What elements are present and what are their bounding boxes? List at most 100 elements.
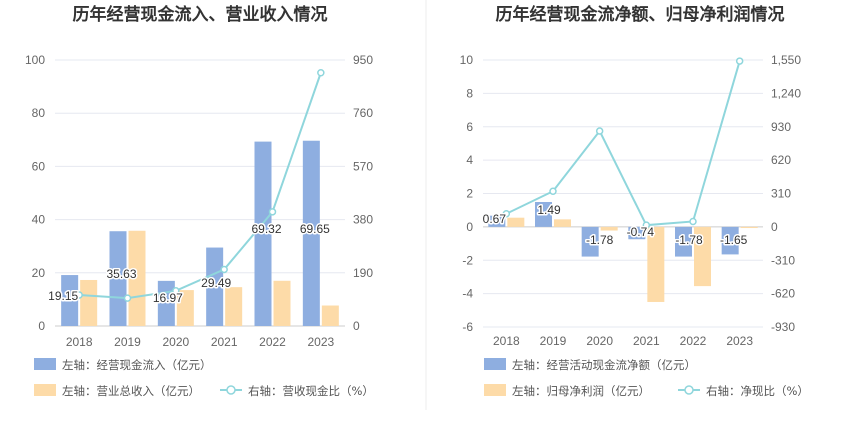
x-axis-tick-label: 2020: [586, 334, 613, 348]
left-axis-tick-label: 40: [32, 213, 46, 227]
x-axis-tick-label: 2020: [162, 335, 189, 349]
data-label: 69.32: [251, 222, 281, 236]
left-axis-tick-label: -2: [462, 253, 473, 267]
x-axis-tick-label: 2023: [726, 334, 753, 348]
chart-title: 历年经营现金流入、营业收入情况: [73, 4, 328, 25]
bar: [61, 275, 79, 326]
bar: [600, 226, 618, 231]
net-cashflow-profit-chart: 历年经营现金流净额、归母净利润情况 0.67 1.49 -1.78 -0.74 -1.7…: [460, 4, 809, 398]
right-axis-tick-label: 620: [771, 153, 791, 167]
left-axis-tick-label: 0: [38, 319, 45, 333]
left-axis-tick-label: -4: [462, 287, 473, 301]
bar: [273, 280, 291, 326]
bar: [254, 141, 272, 326]
legend-swatch: [484, 384, 506, 396]
left-axis-tick-label: 80: [32, 106, 46, 120]
bar: [721, 226, 739, 255]
line-point: [689, 217, 697, 226]
chart-title: 历年经营现金流净额、归母净利润情况: [496, 4, 785, 25]
legend-label: 左轴：归母净利润（亿元）: [512, 384, 650, 398]
right-axis-tick-label: 570: [353, 159, 373, 173]
x-axis-tick-label: 2022: [680, 334, 707, 348]
x-axis-tick-label: 2019: [114, 335, 141, 349]
line-point: [75, 291, 83, 299]
data-label: -0.74: [627, 225, 655, 239]
data-label: 0.67: [483, 212, 507, 226]
x-axis-tick-label: 2019: [540, 334, 567, 348]
bar: [206, 247, 224, 326]
x-axis-tick-label: 2021: [211, 335, 238, 349]
cash-inflow-revenue-chart: 历年经营现金流入、营业收入情况 19.15 35.63 16.97 29.49 69.3…: [25, 4, 374, 398]
left-axis-tick-label: 60: [32, 159, 46, 173]
left-axis-tick-label: 8: [466, 86, 473, 100]
bar: [302, 140, 320, 326]
legend-swatch: [34, 358, 56, 370]
right-axis-tick-label: 380: [353, 213, 373, 227]
bar: [507, 217, 525, 227]
bar: [535, 202, 552, 227]
line-point: [172, 287, 180, 295]
legend-label: 左轴：营业总收入（亿元）: [62, 384, 200, 398]
bar: [694, 226, 711, 287]
legend-label: 右轴：营收现金比（%）: [248, 384, 374, 398]
bar: [647, 226, 665, 302]
bar: [109, 231, 127, 326]
x-axis-tick-label: 2021: [633, 334, 660, 348]
right-axis-tick-label: 1,240: [771, 86, 801, 100]
data-label: 69.65: [300, 222, 330, 236]
legend-line-marker: [684, 385, 694, 395]
bar: [176, 290, 194, 326]
line-point: [502, 209, 511, 218]
right-axis-tick-label: 930: [771, 120, 791, 134]
bar: [321, 305, 339, 326]
right-axis-tick-label: 1,550: [771, 53, 801, 67]
right-axis-tick-label: 0: [771, 220, 778, 234]
left-axis-tick-label: 10: [460, 53, 474, 67]
x-axis-tick-label: 2018: [66, 335, 93, 349]
right-axis-tick-label: 950: [353, 53, 373, 67]
legend-label: 右轴：净现比（%）: [706, 384, 809, 398]
bar: [488, 215, 506, 227]
bar: [80, 279, 98, 326]
bar: [740, 226, 758, 229]
data-label: 29.49: [201, 276, 231, 290]
bar: [675, 226, 692, 257]
line-point: [123, 294, 132, 302]
right-axis-tick-label: -930: [771, 320, 795, 334]
right-axis-tick-label: -310: [771, 253, 795, 267]
line-point: [595, 127, 604, 135]
line-point: [317, 68, 325, 77]
bar: [225, 287, 243, 326]
data-label: 1.49: [537, 203, 561, 217]
line-point: [220, 265, 228, 274]
bar: [554, 219, 571, 227]
x-axis-tick-label: 2023: [307, 335, 334, 349]
legend-swatch: [484, 358, 506, 370]
data-label: -1.78: [586, 233, 614, 247]
line-point: [735, 57, 744, 65]
data-label: -1.65: [720, 233, 748, 247]
line-point: [642, 221, 651, 229]
data-label: -1.78: [675, 233, 703, 247]
data-label: 35.63: [106, 267, 136, 281]
data-label: 19.15: [48, 289, 78, 303]
x-axis-tick-label: 2022: [259, 335, 286, 349]
legend-line-marker: [226, 385, 236, 395]
line-point: [549, 187, 557, 195]
bar: [128, 230, 146, 326]
left-axis-tick-label: 2: [466, 187, 473, 201]
right-axis-tick-label: -620: [771, 287, 795, 301]
left-axis-tick-label: 4: [466, 153, 473, 167]
right-axis-tick-label: 310: [771, 187, 791, 201]
bar: [628, 226, 646, 240]
left-axis-tick-label: 0: [466, 220, 473, 234]
right-axis-tick-label: 0: [353, 319, 360, 333]
right-axis-tick-label: 760: [353, 106, 373, 120]
data-label: 16.97: [153, 291, 183, 305]
line-series: [79, 72, 322, 300]
legend-label: 左轴：经营活动现金流净额（亿元）: [512, 358, 696, 372]
line-series: [505, 60, 741, 227]
legend-swatch: [34, 384, 56, 396]
legend-label: 左轴：经营现金流入（亿元）: [62, 358, 212, 372]
